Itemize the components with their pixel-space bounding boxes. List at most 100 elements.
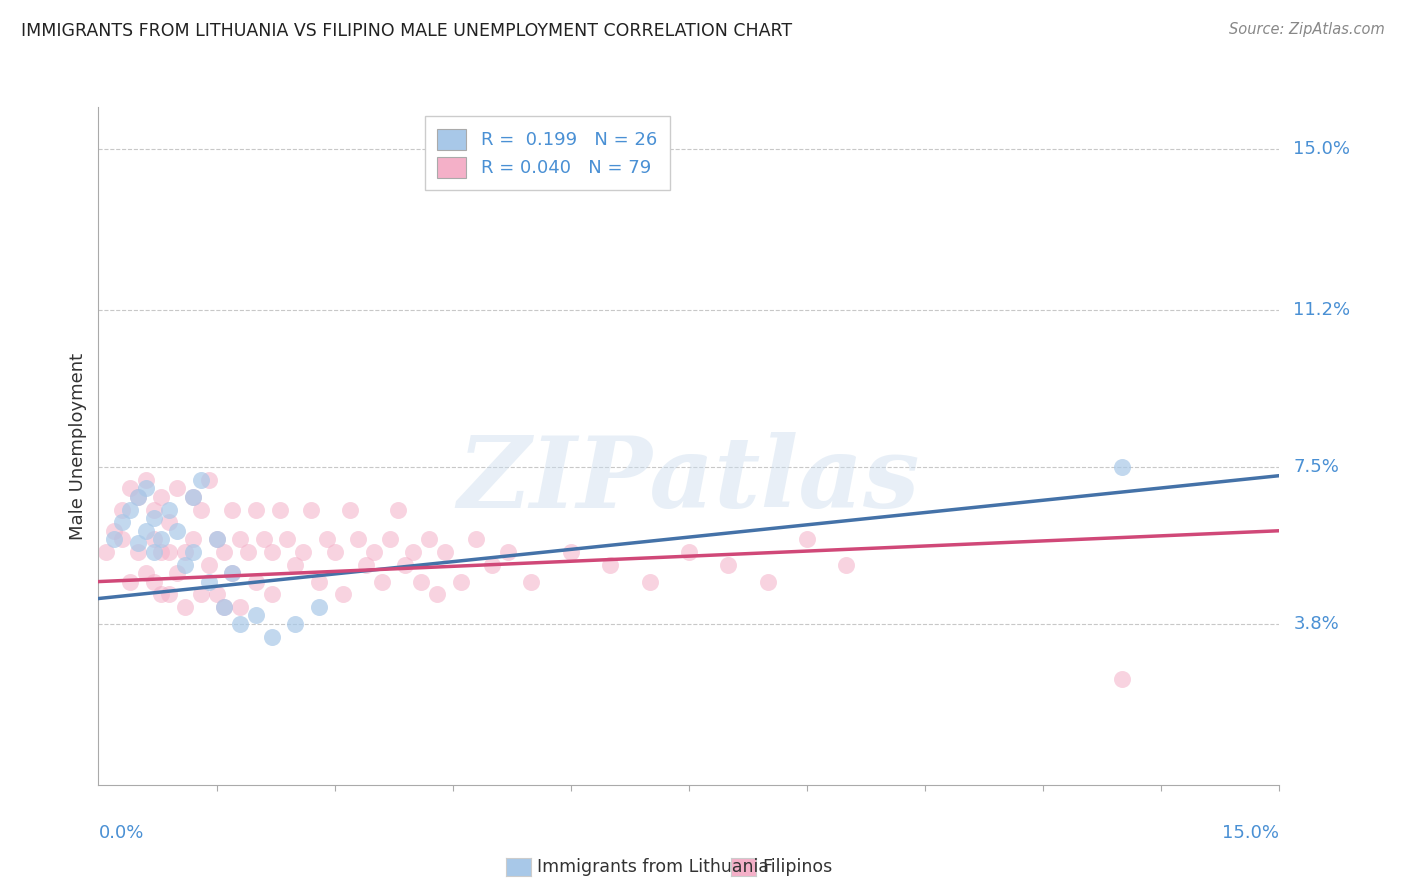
Point [174,545,197,559]
Text: IMMIGRANTS FROM LITHUANIA VS FILIPINO MALE UNEMPLOYMENT CORRELATION CHART: IMMIGRANTS FROM LITHUANIA VS FILIPINO MA… [21,22,792,40]
Point [245,574,267,589]
Point [387,502,409,516]
Text: 15.0%: 15.0% [1222,824,1279,842]
Point [394,558,416,572]
Point [371,574,394,589]
Point [308,599,330,614]
Point [481,558,503,572]
Point [166,524,188,538]
Point [205,587,228,601]
Point [717,558,740,572]
Point [1111,672,1133,686]
Point [197,473,219,487]
Point [150,545,173,559]
Point [411,574,433,589]
Point [292,545,315,559]
Point [560,545,582,559]
Point [103,524,125,538]
Point [756,574,779,589]
Point [276,532,298,546]
Point [135,566,157,581]
Point [142,532,165,546]
Point [245,502,267,516]
Point [433,545,456,559]
Point [142,545,165,559]
Point [174,558,197,572]
Point [157,545,180,559]
Text: 7.5%: 7.5% [1294,458,1340,476]
Point [347,532,370,546]
Point [205,532,228,546]
Point [157,587,180,601]
Point [796,532,818,546]
Point [190,502,212,516]
Point [214,599,236,614]
Point [205,532,228,546]
Point [135,482,157,496]
Point [269,502,291,516]
Point [520,574,543,589]
Point [142,502,165,516]
Point [174,599,197,614]
Point [253,532,276,546]
Text: 11.2%: 11.2% [1294,301,1351,319]
Point [111,532,134,546]
Point [260,545,283,559]
Point [221,566,243,581]
Point [157,502,180,516]
Point [142,511,165,525]
Point [260,630,283,644]
Point [118,574,141,589]
Point [245,608,267,623]
Point [127,490,149,504]
Point [157,515,180,529]
Text: 15.0%: 15.0% [1294,140,1350,159]
Point [142,574,165,589]
Point [299,502,322,516]
Point [181,532,204,546]
Point [150,490,173,504]
Point [181,490,204,504]
Point [339,502,361,516]
Point [214,545,236,559]
Text: 0.0%: 0.0% [98,824,143,842]
Point [260,587,283,601]
Point [284,558,307,572]
Point [363,545,385,559]
Point [1111,460,1133,475]
Point [308,574,330,589]
Point [638,574,661,589]
Point [103,532,125,546]
Point [111,515,134,529]
Point [135,524,157,538]
Point [465,532,488,546]
Text: 3.8%: 3.8% [1294,615,1339,633]
Legend: R =  0.199   N = 26, R = 0.040   N = 79: R = 0.199 N = 26, R = 0.040 N = 79 [425,116,669,190]
Point [678,545,700,559]
Point [197,558,219,572]
Point [236,545,259,559]
Point [150,587,173,601]
Point [181,545,204,559]
Point [96,545,118,559]
Text: ZIPatlas: ZIPatlas [458,432,920,528]
Point [166,566,188,581]
Point [127,545,149,559]
Point [166,482,188,496]
Point [378,532,401,546]
Point [127,536,149,550]
Point [229,599,252,614]
Point [402,545,425,559]
Point [315,532,337,546]
Point [229,532,252,546]
Point [354,558,377,572]
Point [426,587,449,601]
Y-axis label: Male Unemployment: Male Unemployment [69,352,87,540]
Point [135,473,157,487]
Point [496,545,519,559]
Point [323,545,346,559]
Text: Filipinos: Filipinos [762,858,832,876]
Point [111,502,134,516]
Point [332,587,354,601]
Point [229,617,252,632]
